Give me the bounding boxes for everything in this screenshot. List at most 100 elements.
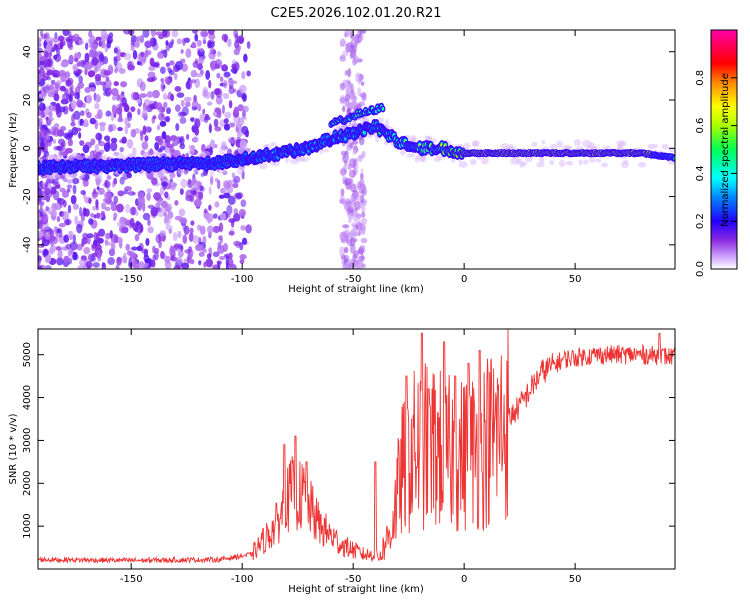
noise-blob	[77, 264, 86, 269]
noise-blob	[148, 49, 152, 56]
noise-blob	[360, 81, 365, 86]
noise-blob	[91, 243, 98, 249]
noise-blob	[53, 225, 58, 233]
noise-blob	[39, 201, 44, 208]
noise-blob	[73, 110, 81, 120]
noise-blob	[209, 175, 214, 186]
noise-blob	[361, 225, 366, 236]
noise-blob	[150, 259, 156, 268]
chart-title: C2E5.2026.102.01.20.R21	[270, 6, 441, 21]
noise-blob	[62, 177, 68, 182]
noise-blob	[51, 37, 60, 43]
noise-blob	[154, 102, 163, 111]
noise-blob	[176, 257, 183, 264]
noise-blob	[95, 36, 102, 41]
noise-blob	[74, 92, 80, 100]
noise-blob	[108, 124, 113, 133]
noise-blob	[345, 181, 352, 190]
noise-blob	[214, 126, 222, 132]
noise-blob	[166, 107, 171, 115]
noise-blob	[360, 253, 365, 263]
noise-blob	[549, 143, 558, 150]
noise-blob	[241, 71, 246, 80]
noise-blob	[100, 39, 106, 49]
noise-blob	[54, 32, 58, 39]
noise-blob	[106, 138, 111, 149]
noise-blob	[84, 52, 90, 63]
noise-blob	[228, 230, 235, 236]
noise-blob	[234, 32, 239, 42]
noise-blob	[82, 232, 89, 240]
noise-blob	[105, 76, 110, 82]
snr-x-label: Height of straight line (km)	[288, 584, 424, 595]
noise-blob	[556, 140, 563, 148]
snr-plot-area	[38, 329, 675, 569]
noise-blob	[549, 159, 555, 166]
noise-blob	[189, 259, 195, 265]
noise-blob	[52, 73, 59, 78]
noise-blob	[139, 34, 145, 44]
noise-blob	[140, 51, 145, 58]
snr-panel: -150 -100 -50 0 50 1000 2000 3000 4000 5000 Heig…	[8, 328, 676, 595]
noise-blob	[205, 70, 211, 80]
noise-blob	[185, 133, 190, 140]
x-tick-label: -50	[345, 274, 361, 285]
noise-blob	[44, 187, 51, 196]
noise-blob	[109, 230, 113, 239]
noise-blob	[360, 237, 368, 244]
noise-blob	[176, 92, 185, 99]
noise-blob	[189, 79, 193, 84]
spectrogram-y-label: Frequency (Hz)	[8, 112, 19, 188]
noise-blob	[52, 190, 60, 201]
noise-blob	[51, 202, 58, 212]
noise-blob	[141, 248, 149, 254]
noise-blob	[44, 231, 51, 241]
noise-blob	[49, 228, 55, 237]
noise-blob	[105, 199, 113, 205]
noise-blob	[152, 89, 160, 99]
noise-blob	[38, 255, 42, 262]
noise-blob	[169, 246, 175, 256]
noise-blob	[72, 234, 76, 244]
noise-blob	[139, 93, 148, 98]
noise-blob	[159, 230, 166, 236]
noise-blob	[295, 156, 306, 162]
noise-blob	[160, 250, 165, 260]
noise-blob	[101, 202, 107, 210]
noise-blob	[343, 157, 350, 162]
noise-blob	[122, 252, 127, 261]
noise-blob	[146, 192, 151, 201]
noise-blob	[339, 97, 346, 103]
noise-blob	[233, 213, 241, 222]
noise-blob	[42, 90, 48, 97]
spectrogram-x-axis: -150 -100 -50 0 50	[120, 30, 581, 285]
noise-blob	[228, 252, 233, 260]
noise-blob	[182, 234, 188, 244]
noise-blob	[185, 101, 191, 107]
noise-blob	[222, 243, 229, 252]
noise-blob	[169, 135, 178, 142]
noise-blob	[56, 216, 61, 223]
noise-blob	[150, 206, 159, 217]
noise-blob	[45, 36, 54, 44]
noise-blob	[202, 248, 207, 253]
noise-blob	[350, 93, 355, 102]
noise-blob	[52, 139, 57, 144]
y-tick-label: 3000	[22, 428, 33, 453]
noise-blob	[180, 178, 188, 188]
noise-blob	[234, 39, 239, 50]
noise-blob	[148, 66, 156, 71]
noise-blob	[43, 52, 49, 59]
noise-blob	[233, 48, 240, 56]
noise-blob	[132, 147, 137, 158]
noise-blob	[358, 202, 363, 209]
noise-blob	[424, 135, 430, 141]
x-tick-label: 50	[569, 574, 582, 585]
noise-blob	[57, 249, 63, 259]
noise-blob	[111, 88, 119, 96]
noise-blob	[192, 136, 199, 143]
spectrogram-ridge-layer	[38, 102, 675, 176]
noise-blob	[224, 111, 232, 119]
noise-blob	[39, 206, 43, 216]
noise-blob	[198, 190, 204, 201]
